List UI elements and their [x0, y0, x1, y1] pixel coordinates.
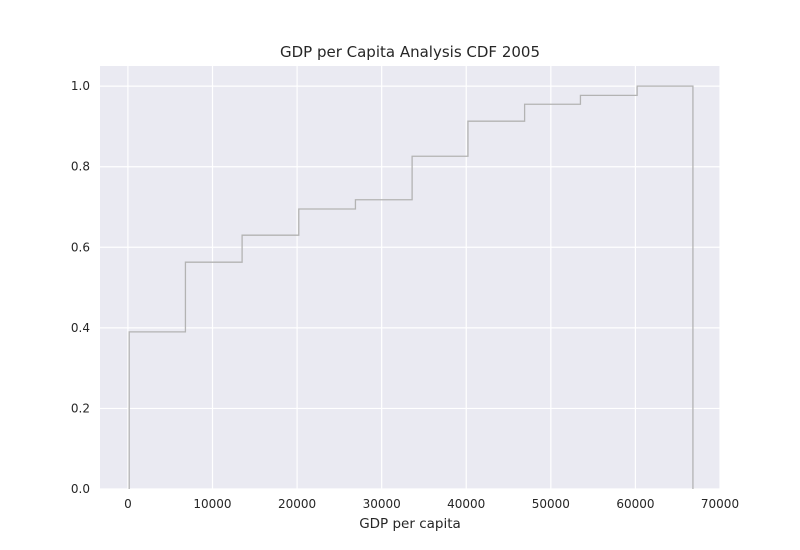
y-tick-label: 0.0 — [71, 482, 90, 496]
y-tick-label: 0.6 — [71, 240, 90, 254]
grid-lines — [100, 66, 721, 490]
x-tick-label: 0 — [124, 497, 132, 511]
x-tick-label: 10000 — [193, 497, 231, 511]
y-tick-labels: 0.0 0.2 0.4 0.6 0.8 1.0 — [71, 79, 90, 496]
y-tick-label: 0.2 — [71, 401, 90, 415]
x-tick-label: 50000 — [532, 497, 570, 511]
x-tick-label: 60000 — [616, 497, 654, 511]
y-tick-label: 0.4 — [71, 321, 90, 335]
y-tick-label: 0.8 — [71, 160, 90, 174]
x-tick-label: 30000 — [363, 497, 401, 511]
x-tick-label: 70000 — [701, 497, 739, 511]
x-tick-labels: 0 10000 20000 30000 40000 50000 60000 70000 — [124, 497, 739, 511]
x-axis-label: GDP per capita — [359, 516, 461, 532]
y-tick-label: 1.0 — [71, 79, 90, 93]
x-tick-label: 40000 — [447, 497, 485, 511]
chart-title: GDP per Capita Analysis CDF 2005 — [280, 43, 540, 61]
x-tick-label: 20000 — [278, 497, 316, 511]
series-layer — [128, 85, 694, 489]
plot-background — [100, 66, 720, 489]
cdf-step-line — [128, 85, 694, 489]
